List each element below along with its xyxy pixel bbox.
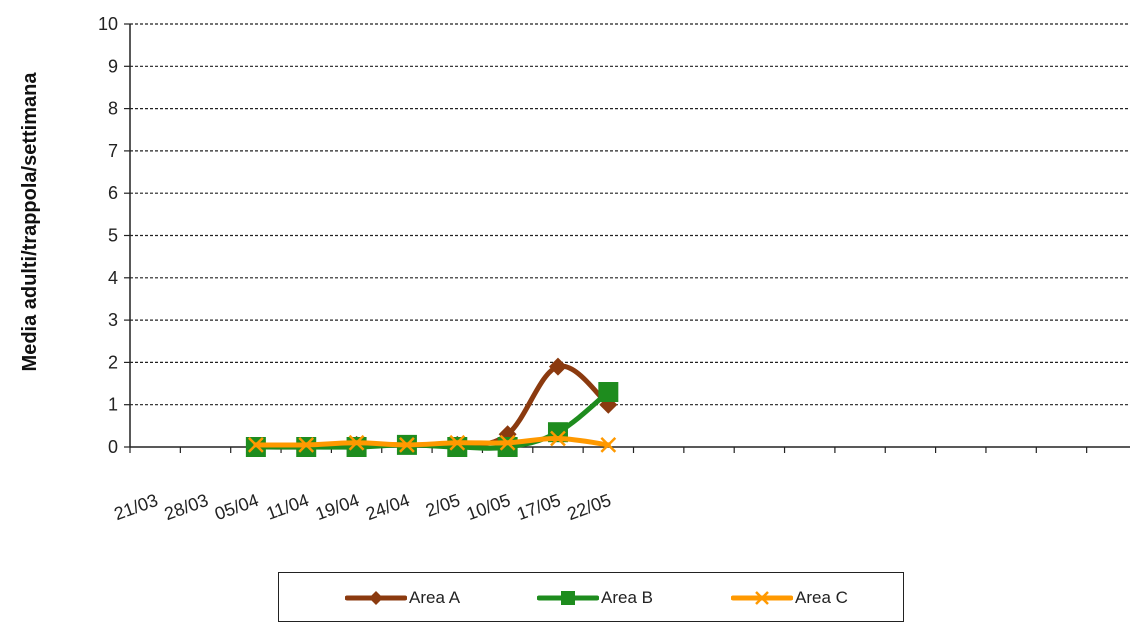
point-area-a-17-05	[548, 357, 567, 376]
point-area-c-10-05	[499, 434, 516, 451]
x-tick-label-19-04: 19/04	[313, 490, 362, 524]
x-tick-labels: 21/03 28/03 05/04 11/04 19/04 24/04 2/05 10/05 1…	[111, 490, 613, 524]
x-tick-label-22-05: 22/05	[565, 490, 614, 524]
x-tick-label-17-05: 17/05	[514, 490, 563, 524]
y-tick-label-9: 9	[108, 56, 118, 76]
legend-label-area-c: Area C	[795, 588, 848, 607]
x-tick-label-24-04: 24/04	[363, 490, 412, 524]
legend-item-area-b: Area B	[537, 587, 653, 609]
x-tick-label-10-05: 10/05	[464, 490, 513, 524]
legend-item-area-c: Area C	[731, 587, 848, 609]
x-tick-label-21-03: 21/03	[111, 490, 160, 524]
y-tick-label-0: 0	[108, 437, 118, 457]
x-tick-label-2-05: 2/05	[423, 490, 463, 521]
legend-swatch-area-c	[731, 591, 793, 605]
y-tick-label-2: 2	[108, 352, 118, 372]
series-area-c	[247, 430, 617, 453]
point-area-c-05-04	[247, 437, 264, 453]
axes	[124, 23, 1130, 453]
legend-label-area-b: Area B	[601, 588, 653, 607]
y-axis-label: Media adulti/trappola/settimana	[19, 72, 41, 372]
point-area-c-17-05	[550, 430, 566, 447]
x-tick-label-05-04: 05/04	[212, 490, 261, 524]
point-area-c-11-04	[298, 437, 315, 453]
legend-swatch-area-a	[345, 591, 407, 605]
y-tick-label-3: 3	[108, 310, 118, 330]
point-area-c-24-04	[399, 437, 415, 453]
point-area-c-19-04	[348, 434, 365, 451]
point-area-c-2-05	[449, 434, 466, 451]
x-tick-label-11-04: 11/04	[264, 490, 312, 524]
legend-label-area-a: Area A	[409, 588, 461, 607]
point-area-b-22-05	[598, 382, 619, 403]
y-tick-label-8: 8	[108, 99, 118, 119]
series-line-area-c	[253, 436, 611, 448]
point-area-b-2-05	[447, 437, 468, 457]
legend-item-area-a: Area A	[345, 587, 460, 609]
y-tick-labels: 0 1 2 3 4 5 6 7 8 9 10	[98, 14, 118, 457]
series-lines	[245, 357, 619, 457]
y-tick-label-4: 4	[108, 268, 118, 288]
y-tick-label-6: 6	[108, 183, 118, 203]
y-tick-label-5: 5	[108, 226, 118, 246]
gridlines	[130, 23, 1130, 406]
y-tick-label-10: 10	[98, 14, 118, 34]
x-tick-label-28-03: 28/03	[162, 490, 211, 524]
legend-swatch-area-b	[537, 591, 599, 605]
point-area-c-22-05	[600, 437, 617, 453]
point-area-b-19-04	[346, 437, 367, 457]
legend: Area A Area B Area C	[278, 572, 904, 622]
y-tick-label-7: 7	[108, 141, 118, 161]
y-tick-label-1: 1	[108, 395, 118, 415]
